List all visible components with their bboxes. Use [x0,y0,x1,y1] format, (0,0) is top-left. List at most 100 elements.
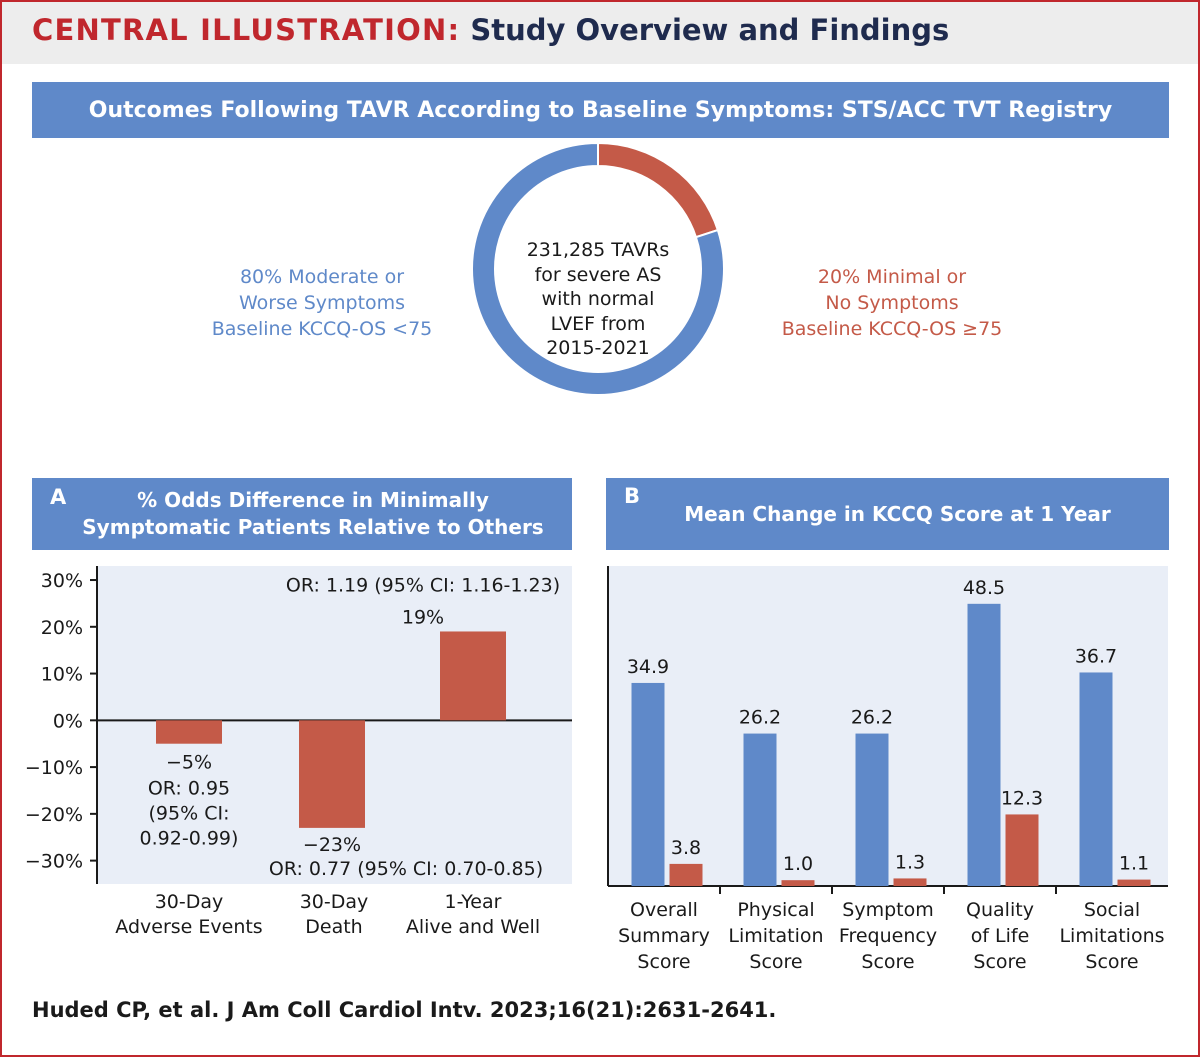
header-label: CENTRAL ILLUSTRATION: [32,13,461,47]
panel-b-category-label-line: Summary [618,925,710,947]
panel-b-category-label: Social Limitations Score [1059,899,1164,973]
panel-b-category-label-line: Limitation [728,925,823,947]
panel-b-bar-blue [743,733,777,886]
panel-b-data-label-line: 1.3 [895,851,925,873]
panel-b-data-label: 26.2 [851,707,893,729]
panel-a-bar [156,720,222,744]
panel-a-tick-label-line: 10% [41,664,83,686]
panel-b-data-label-line: 34.9 [627,656,669,678]
donut-chart [471,141,725,396]
panel-b-category-label-line: Frequency [839,925,937,947]
panel-b-category-label-line: Social [1084,899,1140,921]
panel-a-data-label: 19% [402,606,444,628]
panel-a-tick-label: −20% [25,804,83,826]
panel-b-data-label-line: 26.2 [739,707,781,729]
citation: Huded CP, et al. J Am Coll Cardiol Intv.… [32,998,777,1022]
panel-b-bar-red [1005,814,1039,886]
panel-b-bar-blue [631,682,665,886]
minimal-symptoms-label: 20% Minimal or No Symptoms Baseline KCCQ… [781,266,1003,340]
panel-a-data-label: −5% [166,752,212,774]
panel-b-category-label-line: Quality [966,899,1034,921]
panel-b-category-label-line: of Life [971,925,1030,947]
donut-slice-moderate [471,141,725,396]
panel-a-tick-label: −30% [25,851,83,873]
panel-b-data-label: 3.8 [671,837,701,859]
panel-b-data-label-line: 48.5 [963,577,1005,599]
panel-b-title: Mean Change in KCCQ Score at 1 Year [684,502,1111,526]
panel-b-data-label: 1.1 [1119,853,1149,875]
panel-a-tick-label-line: 30% [41,570,83,592]
panel-a-tick-label-line: 20% [41,617,83,639]
panel-b-category-label-line: Symptom [842,899,933,921]
panel-b-category-label-line: Score [1085,951,1138,973]
header-bar: CENTRAL ILLUSTRATION: Study Overview and… [2,2,1198,64]
panel-b-category-label: Symptom Frequency Score [839,899,937,973]
panel-b-data-label: 12.3 [1001,787,1043,809]
panel-b-data-label-line: 1.0 [783,853,813,875]
panel-a-data-label-line: −23% [303,834,361,856]
panel-a-tick-label: 30% [41,570,83,592]
panel-a-category-label-line: Death [305,916,362,938]
panel-b-bar-red [781,880,815,886]
panel-a-tick-label-line: 0% [53,710,83,732]
panel-a-data-label: −23% [303,834,361,856]
panel-a-tick-label: 0% [53,710,83,732]
panel-b-data-label: 1.0 [783,853,813,875]
panel-a-category-label-line: 1-Year [445,891,502,913]
panel-a-tick-label: −10% [25,757,83,779]
donut-center-text: 231,285 TAVRs for severe AS with normal … [526,239,670,359]
panel-a-letter: A [50,485,67,509]
panel-a-category-label-line: 30-Day [300,891,369,913]
panel-b-data-label-line: 36.7 [1075,645,1117,667]
panel-b-bar-blue [855,733,889,886]
panel-b-data-label-line: 3.8 [671,837,701,859]
panel-b-category-label-line: Physical [737,899,814,921]
panel-a-data-label-line: −5% [166,752,212,774]
panel-a-tick-label-line: −30% [25,851,83,873]
panel-a-annotation-line: (95% CI: [149,803,230,825]
panel-a-annotation: OR: 1.19 (95% CI: 1.16-1.23) [286,574,560,596]
panel-b-category-label-line: Score [637,951,690,973]
panel-b-data-label: 1.3 [895,851,925,873]
moderate-symptoms-label: 80% Moderate or Worse Symptoms Baseline … [211,266,433,340]
panel-b-data-label: 26.2 [739,707,781,729]
panel-b-category-label-line: Overall [630,899,698,921]
panel-a-category-label: 1-Year Alive and Well [406,891,540,938]
header-text: CENTRAL ILLUSTRATION: Study Overview and… [32,13,949,47]
panel-a-annotation-line: 0.92-0.99) [140,828,239,850]
panel-b-category-label: Overall Summary Score [618,899,710,973]
panel-b-letter: B [624,484,641,508]
panel-a-tick-label-line: −20% [25,804,83,826]
panel-a-category-label-line: Adverse Events [115,916,262,938]
panel-b-category-label: Quality of Life Score [966,899,1034,973]
panel-b-bar-red [1117,879,1151,886]
main-banner: Outcomes Following TAVR According to Bas… [32,82,1169,138]
panel-a-category-label-line: 30-Day [155,891,224,913]
panel-a-title: % Odds Difference in Minimally Symptomat… [82,488,544,539]
panel-b-bar-blue [1079,672,1113,886]
bar-charts: 30% 20% 10% 0% −10% −20% −30% −5% OR: 0.95 (95% C… [25,566,1168,973]
panel-a-annotation-line: OR: 0.77 (95% CI: 0.70-0.85) [269,858,543,880]
panel-b-bar-red [669,863,703,886]
panel-b-category-label-line: Score [973,951,1026,973]
panel-a-category-label: 30-Day Adverse Events [115,891,262,938]
panel-b-data-label-line: 26.2 [851,707,893,729]
panel-b-category-label: Physical Limitation Score [728,899,823,973]
panel-a-annotation: OR: 0.95 (95% CI: 0.92-0.99) [140,778,239,850]
panel-b-category-label-line: Score [749,951,802,973]
panel-a-annotation: OR: 0.77 (95% CI: 0.70-0.85) [269,858,543,880]
panel-a-tick-label-line: −10% [25,757,83,779]
panel-a-category-label: 30-Day Death [300,891,369,938]
panel-a-bar [440,631,506,721]
panel-b-category-label-line: Limitations [1059,925,1164,947]
panel-b-category-label-line: Score [861,951,914,973]
panel-b-banner: B Mean Change in KCCQ Score at 1 Year [606,478,1169,550]
panel-b-data-label-line: 12.3 [1001,787,1043,809]
panel-a-category-label-line: Alive and Well [406,916,540,938]
header-title: Study Overview and Findings [470,13,950,47]
panel-a-data-label-line: 19% [402,606,444,628]
panel-b-data-label-line: 1.1 [1119,853,1149,875]
panel-a-annotation-line: OR: 0.95 [148,778,230,800]
panel-a-bar [299,720,365,828]
